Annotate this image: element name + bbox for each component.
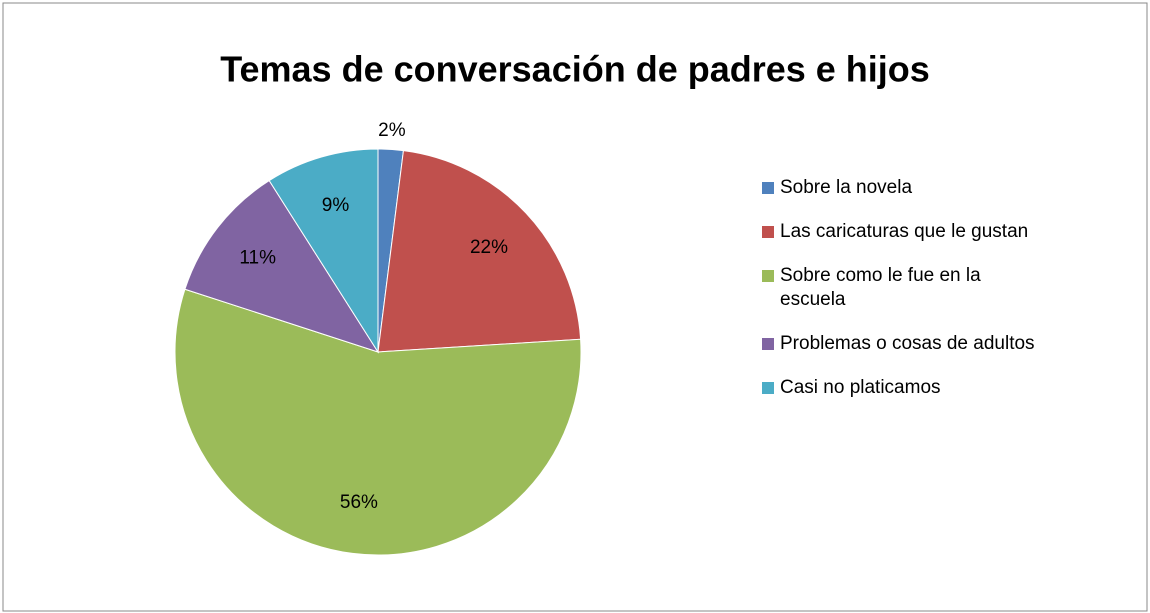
- pie-slice: [377, 150, 582, 353]
- legend: Sobre la novela Las caricaturas que le gu…: [762, 176, 1052, 420]
- data-label: 22%: [470, 237, 508, 258]
- legend-item: Casi no platicamos: [762, 376, 1052, 400]
- pie-slice: [174, 288, 582, 556]
- legend-item: Las caricaturas que le gustan: [762, 220, 1052, 244]
- legend-swatch: [762, 270, 774, 282]
- legend-label: Problemas o cosas de adultos: [780, 333, 1035, 354]
- legend-item: Problemas o cosas de adultos: [762, 332, 1052, 356]
- data-label: 11%: [239, 248, 276, 269]
- legend-item: Sobre como le fue en la escuela: [762, 264, 1052, 312]
- legend-item: Sobre la novela: [762, 176, 1052, 200]
- chart-title: Temas de conversación de padres e hijos: [220, 49, 930, 90]
- data-label: 2%: [378, 120, 406, 141]
- pie-slice: [184, 179, 380, 353]
- legend-swatch: [762, 338, 774, 350]
- legend-swatch: [762, 382, 774, 394]
- legend-swatch: [762, 226, 774, 238]
- legend-label: Las caricaturas que le gustan: [780, 221, 1029, 242]
- legend-swatch: [762, 182, 774, 194]
- legend-label: Casi no platicamos: [780, 377, 941, 398]
- data-label: 56%: [340, 492, 378, 513]
- legend-label: Sobre como le fue en la escuela: [780, 265, 981, 310]
- pie-slice: [268, 148, 379, 354]
- data-label: 9%: [322, 195, 350, 216]
- legend-label: Sobre la novela: [780, 177, 913, 198]
